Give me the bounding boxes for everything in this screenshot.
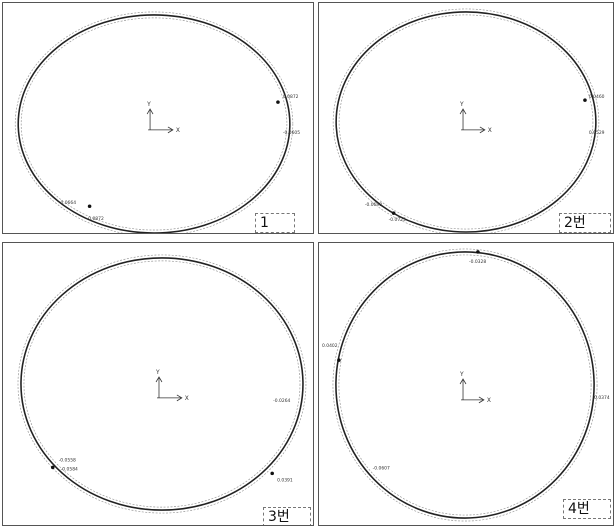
x-axis-arrowhead (478, 396, 485, 404)
deviation-label: -0.0607 (373, 465, 390, 471)
deviation-label: -0.0725 (389, 217, 406, 223)
deviation-label: 0.0391 (277, 477, 293, 483)
tolerance-inner-circle (338, 14, 594, 230)
y-axis-arrowhead (459, 108, 467, 115)
deviation-label: -0.0698 (365, 202, 382, 208)
tolerance-outer-circle (332, 248, 598, 522)
y-axis-arrowhead (459, 378, 467, 385)
deviation-label: 0.0374 (594, 395, 610, 401)
x-axis-label: X (176, 127, 180, 134)
deviation-label: 0.0460 (589, 94, 605, 100)
extreme-point-marker (87, 204, 92, 209)
deviation-label: -0.0872 (87, 216, 104, 222)
tolerance-inner-circle (20, 17, 288, 231)
roundness-diagram-3: Y X -0.0264 -0.0558 -0.0584 0.0391 (17, 254, 307, 514)
measurement-panel-1: Y X 0.0872 -0.0605 -0.0664 -0.0872 1 (2, 2, 314, 234)
measurement-panel-2: Y X 0.0460 0.0529 -0.0698 -0.0725 2번 (318, 2, 614, 234)
y-axis-label: Y (459, 101, 464, 108)
measured-profile (335, 11, 597, 233)
deviation-label: 0.0402 (322, 343, 338, 349)
deviation-label: -0.0264 (273, 398, 290, 404)
y-axis-label: Y (459, 371, 464, 378)
tolerance-outer-circle (14, 11, 294, 233)
measured-profile (20, 257, 304, 511)
measured-profile (17, 14, 291, 233)
panel-tag: 4번 (563, 499, 611, 519)
y-axis-label: Y (146, 101, 151, 108)
panel-tag: 2번 (559, 213, 611, 233)
x-axis-arrowhead (479, 126, 486, 134)
x-axis-arrowhead (176, 394, 183, 402)
deviation-label: -0.0605 (283, 130, 300, 136)
extreme-point-marker (476, 250, 480, 254)
roundness-diagram-2: Y X 0.0460 0.0529 -0.0698 -0.0725 (332, 8, 605, 233)
measurement-panel-3: Y X -0.0264 -0.0558 -0.0584 0.0391 3번 (2, 242, 314, 526)
deviation-label: -0.0558 (59, 457, 76, 463)
extreme-point-marker (270, 471, 274, 476)
x-axis-label: X (487, 397, 491, 404)
deviation-label: -0.0664 (59, 200, 76, 206)
y-axis-arrowhead (146, 108, 154, 115)
measured-profile (335, 251, 595, 519)
extreme-point-marker (50, 465, 55, 470)
roundness-diagram-4: Y X -0.0328 0.0402 0.0374 -0.0607 (322, 248, 610, 522)
panel-tag: 1 (255, 213, 295, 233)
roundness-diagram-1: Y X 0.0872 -0.0605 -0.0664 -0.0872 (14, 11, 300, 233)
measurement-panel-4: Y X -0.0328 0.0402 0.0374 -0.0607 4번 (318, 242, 614, 526)
extreme-point-marker (583, 98, 587, 102)
deviation-label: -0.0328 (469, 259, 486, 265)
tolerance-inner-circle (23, 260, 301, 508)
extreme-point-marker (276, 100, 280, 104)
y-axis-label: Y (155, 369, 160, 376)
extreme-point-marker (337, 358, 341, 362)
tolerance-inner-circle (338, 254, 592, 516)
deviation-label: 0.0872 (283, 94, 299, 100)
extreme-point-marker (391, 211, 396, 215)
x-axis-arrowhead (167, 126, 174, 134)
deviation-label: -0.0584 (61, 466, 78, 472)
x-axis-label: X (488, 127, 492, 134)
tolerance-outer-circle (332, 8, 600, 233)
panel-tag: 3번 (263, 507, 311, 525)
deviation-label: 0.0529 (589, 130, 605, 136)
y-axis-arrowhead (155, 376, 163, 383)
tolerance-outer-circle (17, 254, 307, 514)
x-axis-label: X (185, 395, 189, 402)
